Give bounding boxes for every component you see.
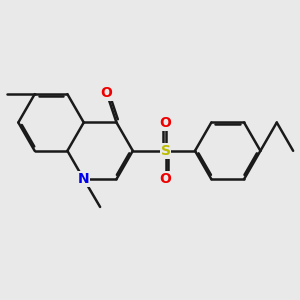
Text: S: S <box>160 144 170 158</box>
Text: N: N <box>78 172 90 186</box>
Text: O: O <box>160 116 172 130</box>
Text: O: O <box>101 86 112 100</box>
Text: O: O <box>160 172 172 186</box>
